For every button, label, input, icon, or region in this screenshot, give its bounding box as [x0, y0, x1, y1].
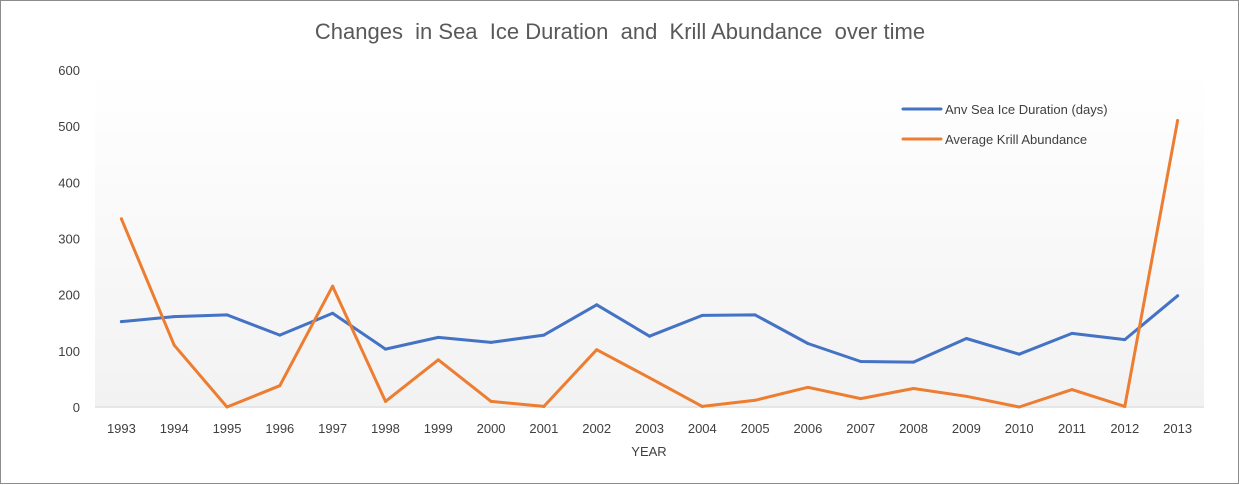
krill-point [172, 343, 176, 347]
y-tick-label: 400 [58, 175, 80, 190]
x-tick-label: 1997 [318, 421, 347, 436]
krill-point [753, 398, 757, 402]
x-tick-label: 1996 [265, 421, 294, 436]
sea-ice-point [700, 313, 704, 317]
x-tick-label: 1995 [213, 421, 242, 436]
legend-label-krill: Average Krill Abundance [945, 132, 1087, 147]
krill-point [119, 217, 123, 221]
x-axis-label: YEAR [631, 444, 666, 459]
legend-label-sea-ice: Anv Sea Ice Duration (days) [945, 102, 1108, 117]
x-tick-label: 2009 [952, 421, 981, 436]
sea-ice-point [172, 315, 176, 319]
sea-ice-point [859, 360, 863, 364]
sea-ice-point [119, 320, 123, 324]
plot-area-background [95, 71, 1204, 408]
x-tick-label: 2013 [1163, 421, 1192, 436]
sea-ice-point [278, 333, 282, 337]
sea-ice-point [1070, 331, 1074, 335]
x-tick-label: 2006 [793, 421, 822, 436]
y-tick-label: 100 [58, 344, 80, 359]
krill-point [278, 384, 282, 388]
y-tick-label: 200 [58, 288, 80, 303]
x-tick-label: 2003 [635, 421, 664, 436]
krill-point [964, 394, 968, 398]
krill-point [859, 397, 863, 401]
krill-point [1176, 119, 1180, 123]
sea-ice-point [383, 347, 387, 351]
krill-point [806, 385, 810, 389]
x-tick-label: 2011 [1058, 421, 1086, 436]
y-tick-label: 0 [73, 400, 80, 415]
x-tick-label: 2012 [1110, 421, 1139, 436]
x-tick-label: 1998 [371, 421, 400, 436]
sea-ice-point [964, 336, 968, 340]
y-tick-label: 500 [58, 119, 80, 134]
x-tick-label: 1993 [107, 421, 136, 436]
legend: Anv Sea Ice Duration (days) Average Kril… [901, 102, 1108, 147]
krill-point [1017, 405, 1021, 409]
chart-title: Changes in Sea Ice Duration and Krill Ab… [315, 19, 925, 44]
krill-point [595, 348, 599, 352]
krill-point [1123, 404, 1127, 408]
sea-ice-point [1123, 338, 1127, 342]
sea-ice-point [912, 360, 916, 364]
krill-point [700, 404, 704, 408]
krill-point [648, 376, 651, 380]
x-tick-label: 2010 [1005, 421, 1034, 436]
krill-point [542, 404, 546, 408]
y-axis-ticks: 0 100 200 300 400 500 600 [58, 63, 80, 415]
y-tick-label: 300 [58, 232, 80, 247]
krill-point [489, 399, 493, 403]
x-tick-label: 2002 [582, 421, 611, 436]
x-tick-label: 1999 [424, 421, 453, 436]
x-tick-label: 1994 [160, 421, 189, 436]
sea-ice-point [489, 340, 493, 344]
x-tick-label: 2000 [477, 421, 506, 436]
sea-ice-point [648, 334, 651, 338]
sea-ice-point [806, 342, 810, 346]
sea-ice-point [753, 313, 757, 317]
x-tick-label: 2004 [688, 421, 717, 436]
series-lines [119, 119, 1180, 409]
sea-ice-point [595, 303, 599, 307]
x-tick-label: 2008 [899, 421, 928, 436]
y-tick-label: 600 [58, 63, 80, 78]
sea-ice-point [1017, 352, 1021, 356]
krill-point [331, 284, 335, 288]
sea-ice-point [542, 333, 546, 337]
x-tick-label: 2007 [846, 421, 875, 436]
sea-ice-point [1176, 294, 1180, 298]
sea-ice-point [225, 313, 229, 317]
x-tick-label: 2001 [529, 421, 558, 436]
krill-point [225, 405, 229, 409]
sea-ice-point [331, 311, 335, 315]
x-tick-label: 2005 [741, 421, 770, 436]
krill-point [1070, 388, 1074, 392]
krill-point [383, 399, 387, 403]
krill-point [912, 386, 916, 390]
sea-ice-point [436, 335, 440, 339]
krill-point [436, 358, 440, 362]
x-axis-ticks: 1993 1994 1995 1996 1997 1998 1999 2000 2001 2002… [107, 421, 1192, 436]
